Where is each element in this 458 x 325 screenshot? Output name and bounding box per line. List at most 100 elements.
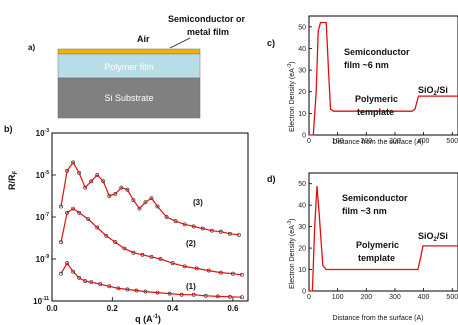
data-point — [137, 206, 142, 211]
panel-c-ylabel: Electron Density (eA-3) — [287, 61, 296, 132]
data-point — [95, 225, 100, 230]
fit-curve — [60, 161, 240, 236]
annotation-arrow — [169, 37, 191, 49]
data-point — [71, 206, 76, 211]
data-point — [155, 204, 160, 209]
panel-d-letter: d) — [267, 174, 276, 184]
substrate-layer — [57, 77, 201, 119]
y-tick-label: 10-3 — [36, 128, 50, 138]
data-point — [71, 160, 76, 165]
data-point — [113, 240, 118, 245]
data-point — [77, 210, 82, 215]
y-tick-label: 40 — [298, 203, 306, 210]
panel-d-axes: 0 100 200 300 400 500 0 10 20 30 40 50 — [298, 181, 458, 301]
y-tick-label: 30 — [298, 68, 306, 75]
panel-c-ann-film-1: Semiconductor — [344, 47, 410, 57]
data-point — [77, 275, 82, 280]
reflectivity-data — [59, 160, 244, 300]
x-tick-label: 200 — [360, 138, 372, 145]
data-point — [71, 269, 76, 274]
panel-c-ann-film-2: film ~6 nm — [344, 60, 389, 70]
y-tick-label: 10 — [298, 111, 306, 118]
y-tick-label: 20 — [298, 89, 306, 96]
panel-d-ann-poly-1: Polymeric — [356, 240, 399, 250]
x-tick-label: 0.2 — [107, 304, 119, 313]
y-tick-label: 0 — [302, 289, 306, 296]
x-tick-label: 0.4 — [167, 304, 179, 313]
annotation-line-1: Semiconductor or — [168, 14, 246, 24]
fit-curve — [60, 207, 243, 276]
reflectivity-ylabel: R/RF — [7, 171, 19, 191]
panel-c-axes: 0 100 200 300 400 500 0 10 20 30 40 50 — [298, 24, 458, 145]
panel-d-plot-frame — [308, 172, 458, 292]
y-tick-label: 40 — [298, 46, 306, 53]
data-point — [164, 215, 169, 219]
data-point — [101, 179, 106, 184]
x-tick-label: 300 — [389, 294, 401, 301]
data-point — [131, 198, 136, 203]
y-tick-label: 10-5 — [36, 170, 50, 180]
fit-curve — [60, 262, 243, 298]
polymer-layer — [57, 53, 201, 79]
curve-label-2: (2) — [186, 239, 196, 248]
x-tick-label: 0.0 — [46, 304, 58, 313]
x-tick-label: 500 — [446, 294, 458, 301]
panel-d-xlabel: Distance from the surface (A) — [332, 315, 423, 322]
x-tick-label: 200 — [360, 294, 372, 301]
curve-label-1: (1) — [186, 282, 196, 291]
data-point — [86, 217, 91, 222]
panel-c-ann-poly-2: template — [357, 107, 394, 117]
y-tick-label: 20 — [298, 246, 306, 253]
panel-b: b) R/RF q (A-1) 0.0 0.2 0.4 0.6 10-3 10-5 10-7… — [4, 124, 249, 324]
x-tick-label: 100 — [332, 138, 344, 145]
data-point — [149, 196, 154, 201]
panel-d-density-line — [309, 185, 458, 292]
data-point — [95, 173, 100, 177]
panel-c-plot-frame — [308, 15, 458, 136]
reflectivity-axes: 0.0 0.2 0.4 0.6 10-3 10-5 10-7 10-9 10-11 — [33, 128, 239, 313]
annotation-line-2: metal film — [187, 27, 229, 37]
x-tick-label: 300 — [389, 138, 401, 145]
reflectivity-xlabel: q (A-1) — [135, 314, 161, 324]
panel-c: c) Electron Density (eA-3) Distance from… — [267, 15, 458, 146]
y-tick-label: 10 — [298, 267, 306, 274]
y-tick-label: 10-7 — [36, 212, 50, 222]
curve-label-3: (3) — [193, 198, 203, 207]
data-point — [65, 261, 69, 266]
panel-b-letter: b) — [4, 124, 13, 134]
y-tick-label: 30 — [298, 224, 306, 231]
data-point — [59, 271, 63, 276]
x-tick-label: 0.6 — [227, 304, 239, 313]
reflectivity-plot-frame — [51, 132, 249, 302]
panel-c-ann-poly-1: Polymeric — [355, 94, 398, 104]
x-tick-label: 500 — [446, 138, 458, 145]
data-point — [89, 179, 94, 184]
panel-d-ann-sio2: SiO2/Si — [418, 231, 448, 243]
polymer-label: Polymer film — [104, 62, 154, 72]
panel-c-xlabel: Distance from the surface (A) — [332, 139, 423, 146]
x-tick-label: 0 — [307, 138, 311, 145]
data-point — [104, 233, 109, 238]
panel-d-ann-poly-2: template — [358, 253, 395, 263]
panel-d-ann-film-2: film ~3 nm — [342, 206, 387, 216]
panel-d-ylabel: Electron Density (eA-3) — [287, 218, 296, 289]
panel-a-letter: a) — [28, 43, 35, 52]
air-label: Air — [137, 34, 150, 44]
panel-d: d) Electron Density (eA-3) Distance from… — [267, 172, 458, 322]
panel-d-ann-film-1: Semiconductor — [342, 193, 408, 203]
x-tick-label: 0 — [307, 294, 311, 301]
panel-c-ann-sio2: SiO2/Si — [418, 85, 448, 97]
panel-a: a) Air Semiconductor or metal film Polym… — [28, 14, 246, 119]
y-tick-label: 10-9 — [36, 254, 50, 264]
y-tick-label: 10-11 — [33, 296, 49, 306]
substrate-label: Si Substrate — [104, 93, 153, 103]
x-tick-label: 400 — [418, 138, 430, 145]
data-point — [122, 246, 127, 251]
panel-c-density-line — [309, 21, 458, 136]
y-tick-label: 50 — [298, 181, 306, 188]
y-tick-label: 50 — [298, 24, 306, 31]
film-layer — [57, 48, 201, 55]
x-tick-label: 100 — [332, 294, 344, 301]
panel-c-letter: c) — [267, 38, 275, 48]
